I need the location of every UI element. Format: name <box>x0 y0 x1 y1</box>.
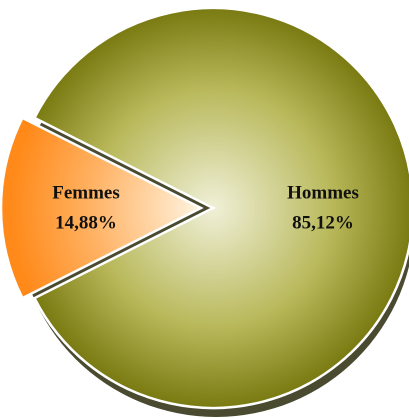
pie-slice <box>32 6 409 410</box>
slice-label: Femmes <box>52 182 120 203</box>
slice-label: Hommes <box>287 182 359 203</box>
slice-value: 14,88% <box>55 212 117 233</box>
pie-slice <box>0 116 204 300</box>
slice-value: 85,12% <box>292 212 354 233</box>
